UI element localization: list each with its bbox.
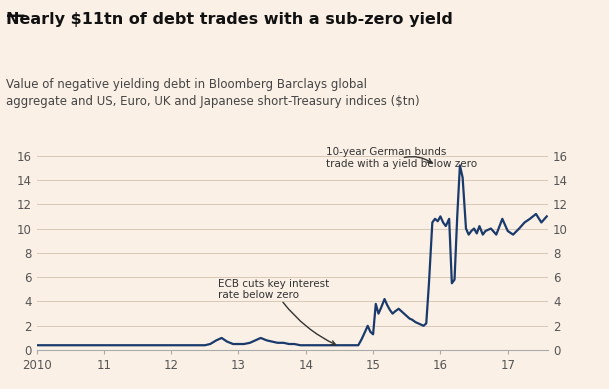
- Text: ECB cuts key interest
rate below zero: ECB cuts key interest rate below zero: [218, 279, 336, 345]
- Text: Nearly $11tn of debt trades with a sub-zero yield: Nearly $11tn of debt trades with a sub-z…: [6, 12, 453, 27]
- Text: —: —: [6, 6, 26, 25]
- Text: 10-year German bunds
trade with a yield below zero: 10-year German bunds trade with a yield …: [326, 147, 477, 169]
- Text: Value of negative yielding debt in Bloomberg Barclays global
aggregate and US, E: Value of negative yielding debt in Bloom…: [6, 78, 420, 108]
